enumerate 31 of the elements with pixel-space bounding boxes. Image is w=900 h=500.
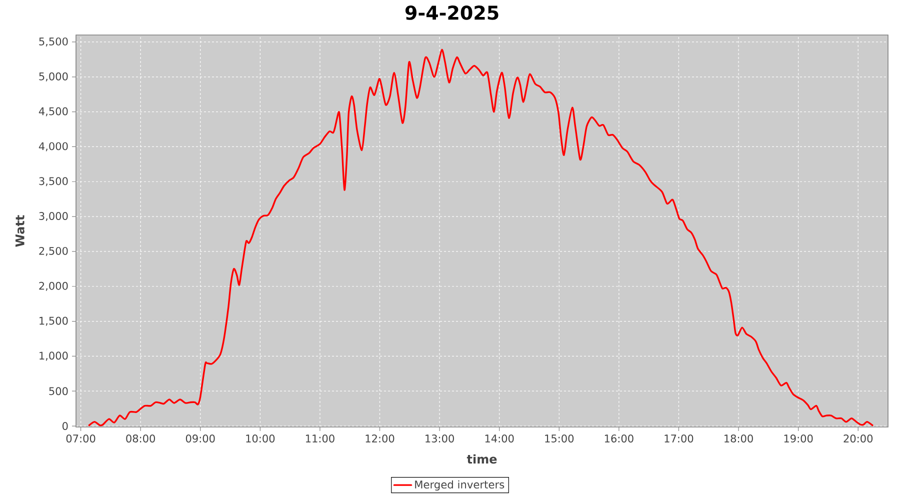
x-tick-label: 19:00 bbox=[784, 434, 813, 442]
y-tick-label: 3,500 bbox=[39, 177, 68, 186]
x-axis-title: time bbox=[466, 454, 497, 464]
y-tick-label: 0 bbox=[62, 422, 68, 430]
x-tick-label: 20:00 bbox=[844, 434, 873, 442]
y-tick-label: 500 bbox=[49, 387, 68, 396]
y-tick-label: 1,500 bbox=[40, 316, 68, 326]
y-tick-label: 3,000 bbox=[39, 212, 68, 222]
x-tick-label: 08:00 bbox=[126, 434, 156, 442]
y-tick-label: 1,000 bbox=[40, 352, 68, 361]
y-tick-label: 2,000 bbox=[39, 282, 68, 291]
y-tick-label: 4,500 bbox=[38, 107, 68, 116]
x-tick-label: 17:00 bbox=[664, 434, 694, 442]
y-tick-label: 5,500 bbox=[39, 37, 68, 46]
y-tick-label: 2,500 bbox=[39, 246, 68, 256]
x-tick-label: 09:00 bbox=[186, 434, 215, 442]
x-tick-label: 11:00 bbox=[306, 434, 334, 442]
chart-title: 9-4-2025 bbox=[405, 6, 498, 20]
x-tick-label: 10:00 bbox=[246, 434, 275, 442]
x-tick-label: 15:00 bbox=[545, 434, 574, 442]
x-tick-label: 18:00 bbox=[724, 434, 753, 442]
x-tick-label: 16:00 bbox=[604, 434, 634, 442]
x-tick-label: 12:00 bbox=[366, 434, 394, 442]
line-series bbox=[88, 48, 874, 426]
y-axis-title: Watt bbox=[16, 215, 24, 247]
y-tick-label: 4,000 bbox=[38, 142, 68, 152]
y-tick-label: 5,000 bbox=[39, 72, 68, 82]
legend-label: Merged inverters bbox=[415, 480, 504, 491]
x-tick-label: 07:00 bbox=[66, 434, 96, 442]
x-tick-label: 14:00 bbox=[485, 434, 514, 442]
x-tick-label: 13:00 bbox=[426, 434, 454, 442]
